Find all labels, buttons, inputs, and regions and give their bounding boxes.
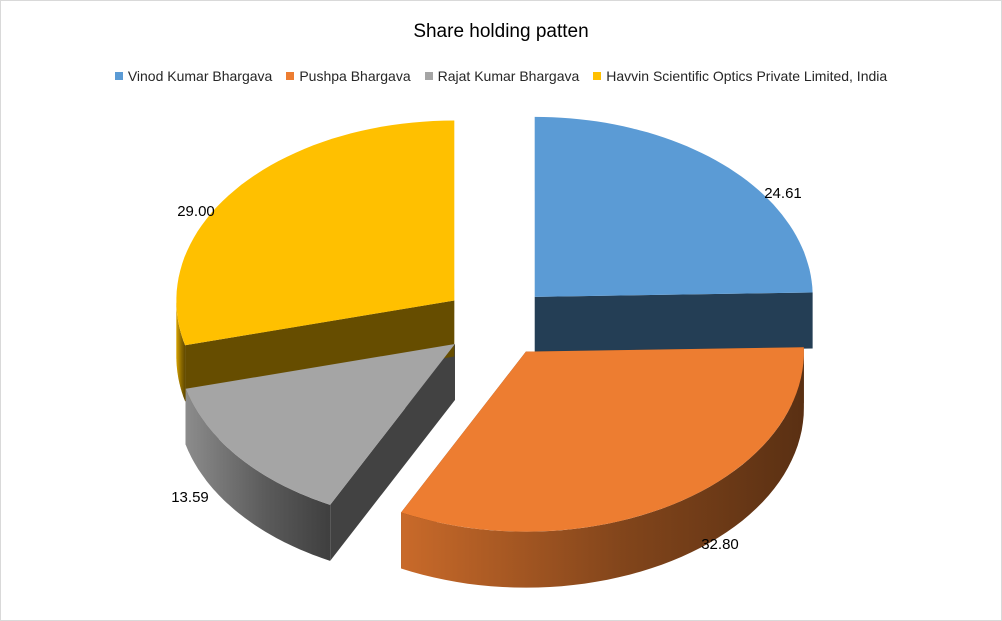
legend-label: Vinod Kumar Bhargava xyxy=(127,68,273,84)
legend-item-vinod: Vinod Kumar Bhargava xyxy=(114,68,273,84)
legend-swatch xyxy=(424,72,433,80)
legend-swatch xyxy=(286,72,295,80)
slice-wall-rajat xyxy=(185,388,331,561)
legend-label: Pushpa Bhargava xyxy=(299,68,411,84)
data-label-pushpa: 32.80 xyxy=(701,536,739,553)
legend-label: Rajat Kumar Bhargava xyxy=(437,68,580,84)
slice-wall-pushpa xyxy=(401,351,804,588)
legend-swatch xyxy=(593,72,602,80)
slice-pushpa xyxy=(401,347,804,532)
legend: Vinod Kumar Bhargava Pushpa Bhargava Raj… xyxy=(1,68,1001,84)
slice-havvin xyxy=(176,120,455,346)
data-label-havvin: 29.00 xyxy=(177,203,215,220)
data-label-rajat: 13.59 xyxy=(171,489,209,506)
legend-swatch xyxy=(114,72,123,80)
legend-label: Havvin Scientific Optics Private Limited… xyxy=(606,68,888,84)
legend-item-havvin: Havvin Scientific Optics Private Limited… xyxy=(593,68,887,84)
chart-title: Share holding patten xyxy=(413,21,589,42)
slice-side-havvin-start xyxy=(185,300,455,402)
legend-item-rajat: Rajat Kumar Bhargava xyxy=(424,68,580,84)
slice-side-vinod-end xyxy=(534,292,813,353)
legend-item-pushpa: Pushpa Bhargava xyxy=(286,68,411,84)
slice-wall-havvin xyxy=(176,300,186,402)
slice-vinod xyxy=(534,116,813,297)
slice-rajat xyxy=(185,344,455,505)
data-label-vinod: 24.61 xyxy=(764,185,802,202)
